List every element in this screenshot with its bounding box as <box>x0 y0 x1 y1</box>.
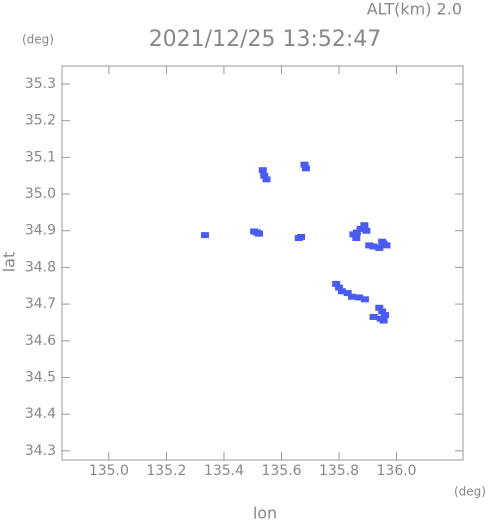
echo-point <box>375 244 384 251</box>
y-axis-label: lat <box>0 252 19 273</box>
echo-point <box>300 161 309 168</box>
echo-point <box>365 242 374 249</box>
echo-point <box>379 317 388 324</box>
x-tick-label: 135.6 <box>261 463 301 479</box>
echo-point <box>258 167 267 174</box>
echo-point <box>255 230 264 237</box>
echo-point <box>335 284 344 291</box>
y-tick-label: 35.2 <box>25 113 56 129</box>
echo-point <box>360 222 369 229</box>
x-tick-label: 135.2 <box>146 463 186 479</box>
y-tick-label: 34.8 <box>25 259 56 275</box>
echo-point <box>382 242 391 249</box>
x-tick-label: 135.0 <box>89 463 129 479</box>
y-tick-label: 35.3 <box>25 76 56 92</box>
echo-point <box>343 290 352 297</box>
echo-point <box>356 225 365 232</box>
x-tick-label: 136.0 <box>377 463 417 479</box>
y-tick-label: 34.7 <box>25 296 56 312</box>
y-tick-label: 34.6 <box>25 333 56 349</box>
echo-point <box>369 313 378 320</box>
echo-point <box>200 232 209 239</box>
echo-point <box>378 308 387 315</box>
chart-title: 2021/12/25 13:52:47 <box>149 27 382 52</box>
x-tick-label: 135.4 <box>204 463 244 479</box>
echo-point <box>337 288 346 295</box>
echo-point <box>332 280 341 287</box>
echo-point <box>369 243 378 250</box>
x-axis-label: lon <box>253 504 277 521</box>
y-tick-label: 34.3 <box>25 443 56 459</box>
echo-point <box>297 233 306 240</box>
echo-point <box>301 165 310 172</box>
subtitle: ALT(km) 2.0 <box>367 0 462 19</box>
y-tick-label: 35.1 <box>25 149 56 165</box>
y-tick-label: 34.9 <box>25 223 56 239</box>
echo-point <box>375 304 384 311</box>
y-unit: (deg) <box>22 33 54 47</box>
plot-frame <box>61 65 464 461</box>
echo-point <box>262 176 271 183</box>
echo-point <box>381 312 390 319</box>
x-tick-label: 135.8 <box>319 463 359 479</box>
echo-point <box>352 235 361 242</box>
echo-point <box>378 238 387 245</box>
x-unit: (deg) <box>454 485 486 499</box>
echo-point <box>352 229 361 236</box>
echo-point <box>360 296 369 303</box>
echo-point <box>362 227 371 234</box>
echo-point <box>347 293 356 300</box>
y-tick-label: 34.5 <box>25 369 56 385</box>
echo-point <box>355 294 364 301</box>
echo-point <box>260 172 269 179</box>
y-tick-label: 34.4 <box>25 406 56 422</box>
y-tick-label: 35.0 <box>25 186 56 202</box>
